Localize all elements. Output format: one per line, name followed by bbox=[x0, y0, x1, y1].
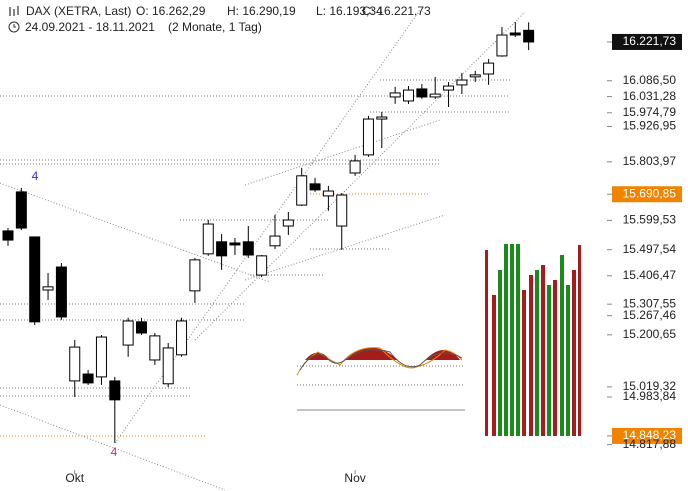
candle-body bbox=[82, 373, 94, 384]
candle-body bbox=[483, 62, 495, 75]
candle-body bbox=[176, 320, 188, 356]
candle-body bbox=[242, 241, 254, 256]
candle-body bbox=[269, 235, 281, 247]
instrument: DAX (XETRA, Last) bbox=[26, 4, 131, 18]
y-tick-label: 15.200,65 bbox=[623, 327, 677, 341]
y-tick-label: 14.983,84 bbox=[623, 389, 677, 403]
close-value: C: 16.221,73 bbox=[362, 4, 431, 18]
candle-body bbox=[216, 241, 228, 257]
y-tick-label: 15.599,53 bbox=[623, 213, 677, 227]
candle-body bbox=[322, 190, 334, 197]
candle-body bbox=[429, 93, 441, 98]
candle-body bbox=[309, 183, 321, 191]
candle-body bbox=[282, 219, 294, 227]
chart-icon bbox=[9, 6, 19, 16]
candle-body bbox=[416, 88, 428, 98]
candle-body bbox=[136, 321, 147, 334]
candle-body bbox=[389, 92, 401, 98]
candle-body bbox=[256, 255, 268, 276]
candle-body bbox=[95, 336, 107, 378]
drawings bbox=[0, 9, 526, 491]
candle-body bbox=[69, 346, 81, 382]
candle-body bbox=[443, 85, 455, 91]
candle-body bbox=[189, 259, 201, 292]
price-badge bbox=[612, 186, 682, 203]
candle-body bbox=[376, 116, 388, 120]
candle-body bbox=[162, 347, 174, 385]
period: (2 Monate, 1 Tag) bbox=[168, 20, 262, 34]
candle-body bbox=[336, 194, 348, 227]
x-tick-label: Nov bbox=[344, 471, 365, 485]
y-tick-label: 15.690,85 bbox=[623, 186, 677, 200]
header: DAX (XETRA, Last) O: 16.262,29 H: 16.290… bbox=[8, 4, 431, 34]
price-badge bbox=[612, 427, 682, 444]
open-value: O: 16.262,29 bbox=[136, 4, 206, 18]
y-tick-label: 15.803,97 bbox=[623, 154, 677, 168]
candle-body bbox=[109, 380, 121, 401]
candle-body bbox=[55, 266, 67, 318]
candle-body bbox=[149, 335, 161, 361]
y-tick-label: 15.926,95 bbox=[623, 119, 677, 133]
y-tick-label: 14.848,23 bbox=[623, 428, 677, 442]
candle-body bbox=[523, 29, 535, 43]
low-value: L: 16.193,34 bbox=[316, 4, 383, 18]
price-badge bbox=[612, 33, 682, 50]
annotation: 4 bbox=[111, 445, 118, 459]
candle-body bbox=[202, 223, 214, 255]
y-tick-label: 14.817,88 bbox=[623, 437, 677, 451]
y-tick-label: 15.019,32 bbox=[623, 379, 677, 393]
y-tick-label: 15.974,79 bbox=[623, 105, 677, 119]
y-tick-label: 16.221,73 bbox=[623, 34, 677, 48]
candle-body bbox=[122, 320, 134, 346]
candle-body bbox=[456, 79, 468, 86]
indicator-bars bbox=[485, 244, 581, 436]
candle-body bbox=[29, 236, 41, 323]
high-value: H: 16.290,19 bbox=[227, 4, 296, 18]
x-tick-label: Okt bbox=[65, 471, 84, 485]
candle-body bbox=[509, 32, 521, 36]
annotation: 4 bbox=[32, 169, 39, 183]
candle-body bbox=[469, 74, 481, 78]
oscillator-inset bbox=[296, 340, 465, 412]
candle-body bbox=[362, 118, 374, 156]
candle-body bbox=[2, 230, 14, 241]
candle-body bbox=[496, 34, 508, 57]
candle-body bbox=[403, 89, 414, 102]
y-tick-label: 15.497,54 bbox=[623, 242, 677, 256]
clock-hands bbox=[13, 24, 16, 28]
y-tick-label: 15.307,55 bbox=[623, 296, 677, 310]
candle-body bbox=[349, 160, 361, 174]
y-tick-label: 16.086,50 bbox=[623, 73, 677, 87]
y-tick-label: 15.267,46 bbox=[623, 308, 677, 322]
date-range: 24.09.2021 - 18.11.2021 bbox=[25, 20, 155, 34]
candle-body bbox=[42, 286, 54, 291]
candle-body bbox=[229, 242, 241, 246]
candle-body bbox=[15, 191, 27, 229]
y-tick-label: 15.406,47 bbox=[623, 268, 677, 282]
candle-body bbox=[296, 175, 308, 206]
y-tick-label: 16.031,28 bbox=[623, 89, 677, 103]
clock-icon bbox=[8, 21, 20, 33]
